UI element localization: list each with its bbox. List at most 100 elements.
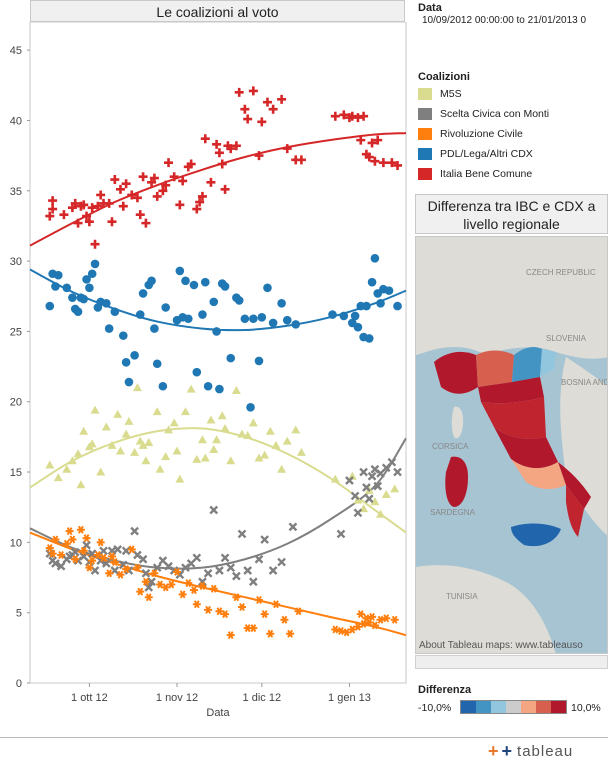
legend-item[interactable]: PDL/Lega/Altri CDX: [418, 146, 533, 162]
date-filter-range[interactable]: 10/09/2012 00:00:00 to 21/01/2013 0: [422, 15, 587, 26]
point-triangle: [296, 447, 306, 456]
data-point: [367, 277, 377, 287]
data-point: [76, 480, 86, 489]
point-asterisk: [192, 600, 201, 609]
trend-line-1: [29, 268, 407, 332]
point-circle: [158, 381, 168, 391]
point-circle: [277, 298, 286, 308]
legend-item[interactable]: M5S: [418, 86, 462, 102]
point-circle: [147, 276, 156, 286]
point-plus: [93, 201, 103, 211]
data-point: [132, 193, 142, 203]
point-asterisk: [96, 538, 105, 547]
data-point: [102, 298, 111, 308]
data-point: [266, 629, 275, 638]
point-asterisk: [167, 580, 176, 589]
point-x: [237, 529, 247, 539]
point-x: [232, 571, 241, 581]
data-point: [152, 359, 162, 369]
point-x: [393, 467, 402, 477]
scatter-chart[interactable]: 0 5 10 15 20 25 30 35 40 45 1 ott 12 1 nov 12 1 dic …: [0, 22, 410, 737]
tableau-logo[interactable]: + + tableau: [488, 741, 573, 762]
data-point: [73, 307, 83, 317]
point-x: [147, 577, 156, 587]
data-point: [231, 141, 241, 151]
point-asterisk: [368, 612, 377, 621]
point-asterisk: [105, 569, 114, 578]
legend-item[interactable]: Rivoluzione Civile: [418, 126, 523, 142]
point-circle: [353, 322, 363, 332]
data-point: [51, 282, 60, 291]
point-x: [277, 557, 286, 567]
point-circle: [254, 356, 264, 366]
x-tick-label: 1 nov 12: [156, 692, 198, 704]
point-asterisk: [51, 535, 60, 544]
data-point: [198, 310, 207, 319]
point-x: [138, 554, 148, 564]
data-point: [254, 151, 264, 161]
point-asterisk: [144, 593, 153, 602]
legend-swatch: [418, 128, 432, 140]
data-point: [215, 607, 224, 616]
data-point: [271, 440, 281, 449]
data-point: [342, 628, 351, 637]
data-point: [212, 435, 222, 444]
legend-item[interactable]: Scelta Civica con Monti: [418, 106, 549, 122]
point-triangle: [90, 405, 100, 414]
point-asterisk: [353, 622, 362, 631]
point-plus: [347, 111, 357, 121]
point-triangle: [121, 429, 131, 438]
point-triangle: [200, 453, 210, 462]
point-triangle: [291, 425, 301, 434]
point-x: [209, 505, 219, 515]
legend-swatch: [418, 108, 432, 120]
data-point: [184, 579, 193, 588]
data-point: [90, 405, 100, 414]
data-point: [56, 561, 66, 571]
point-asterisk: [232, 593, 241, 602]
data-point: [364, 334, 374, 343]
data-point: [96, 190, 106, 200]
data-point: [212, 327, 221, 336]
point-asterisk: [76, 525, 85, 534]
data-point: [220, 282, 230, 291]
italy-region-map[interactable]: CZECH REPUBLIC SLOVENIA BOSNIA AND HERZE…: [415, 236, 608, 654]
data-point: [76, 525, 85, 534]
data-point: [158, 186, 168, 196]
data-point: [288, 522, 298, 532]
data-point: [105, 569, 114, 578]
x-axis-label: Data: [206, 707, 230, 719]
point-asterisk: [122, 565, 131, 574]
data-point: [226, 456, 236, 465]
map-scrollbar[interactable]: [415, 655, 608, 669]
data-point: [246, 403, 255, 412]
map-region-corsica: [451, 406, 464, 439]
data-point: [291, 320, 301, 329]
point-triangle: [212, 435, 222, 444]
point-plus: [197, 191, 207, 201]
point-asterisk: [280, 615, 289, 624]
point-plus: [169, 172, 179, 182]
data-point: [172, 446, 182, 455]
point-x: [192, 553, 202, 563]
point-triangle: [197, 435, 207, 444]
data-point: [277, 464, 287, 473]
data-point: [339, 311, 349, 321]
data-point: [353, 322, 363, 332]
difference-scale-step: [461, 701, 476, 713]
data-point: [175, 474, 185, 483]
point-circle: [53, 270, 63, 280]
legend-swatch: [418, 168, 432, 180]
data-point: [175, 266, 185, 276]
point-plus: [282, 144, 292, 154]
map-credit[interactable]: About Tableau maps: www.tableauso: [419, 640, 583, 651]
point-triangle: [175, 474, 185, 483]
data-point: [144, 583, 154, 592]
data-point: [45, 211, 55, 221]
point-triangle: [209, 445, 219, 454]
data-point: [331, 625, 340, 634]
legend-item[interactable]: Italia Bene Comune: [418, 166, 532, 182]
point-x: [254, 554, 264, 564]
point-circle: [240, 314, 250, 324]
data-point: [48, 204, 58, 214]
